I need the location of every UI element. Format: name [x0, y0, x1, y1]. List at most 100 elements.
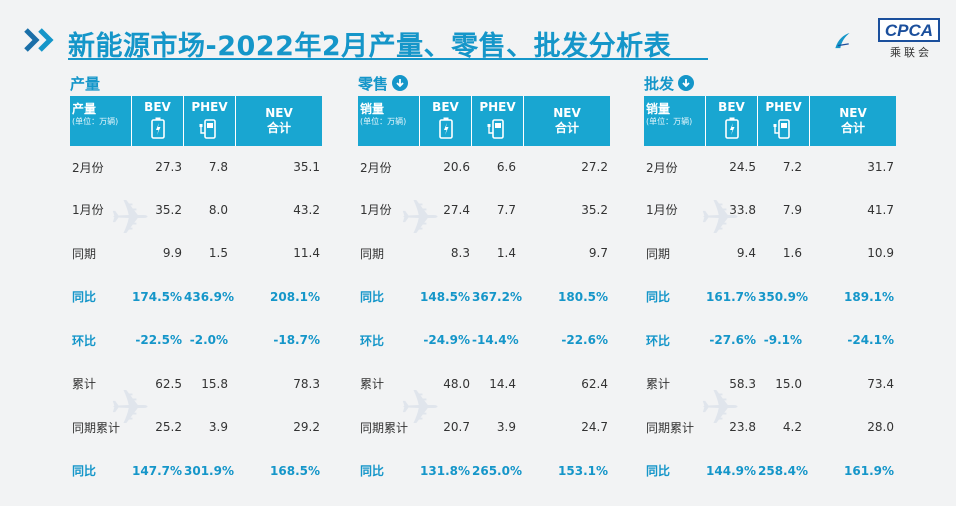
watermark: ✈	[400, 380, 441, 436]
table-row: 同期 9.4 1.6 10.9	[644, 232, 896, 276]
header-phev: PHEV	[758, 96, 810, 146]
row-label: 环比	[646, 333, 671, 348]
watermark: ✈	[700, 190, 741, 246]
cell-nev: 78.3	[293, 376, 320, 391]
cell-nev: 180.5%	[558, 289, 608, 304]
table-row: 同期 9.9 1.5 11.4	[70, 232, 322, 276]
header-metric-cell: 产量 (单位：万辆)	[70, 96, 132, 146]
row-label: 同期累计	[646, 420, 695, 435]
cell-nev: 35.2	[581, 202, 608, 217]
section-title-text: 批发	[644, 74, 675, 93]
row-label: 同期	[72, 246, 97, 261]
cell-nev: 35.1	[293, 160, 320, 174]
header-bev-label: BEV	[144, 100, 171, 114]
row-label: 同期	[646, 246, 671, 261]
battery-icon	[150, 117, 165, 139]
row-label: 同比	[72, 290, 97, 305]
cell-phev: 14.4	[489, 376, 516, 391]
double-chevron-icon	[24, 28, 54, 52]
cell-nev: 189.1%	[844, 289, 894, 304]
row-label: 1月份	[72, 203, 104, 218]
header-metric-cell: 销量 (单位：万辆)	[644, 96, 706, 146]
header-nev: NEV 合计	[524, 96, 610, 146]
plug-charger-icon	[199, 119, 216, 139]
cell-bev: 8.3	[450, 246, 470, 261]
table-row: 同期累计 20.7 3.9 24.7	[358, 406, 610, 450]
cell-phev: -9.1%	[763, 333, 802, 348]
cell-phev: 1.6	[782, 246, 802, 261]
table-row: 1月份 35.2 8.0 43.2	[70, 188, 322, 232]
row-label: 同期累计	[360, 420, 409, 435]
cell-phev: 265.0%	[472, 463, 522, 478]
cell-nev: 24.7	[581, 420, 608, 435]
watermark: ✈	[700, 380, 741, 436]
table-row: 累计 62.5 15.8 78.3	[70, 362, 322, 406]
cell-nev: 208.1%	[270, 289, 320, 304]
header-phev: PHEV	[472, 96, 524, 146]
section-2: 批发 销量 (单位：万辆) BEV PHEV NEV 合计 2月份 24.5 7.2 31.7 1月份…	[644, 72, 896, 493]
table-header: 销量 (单位：万辆) BEV PHEV NEV 合计	[644, 96, 896, 146]
cell-nev: -18.7%	[273, 333, 320, 348]
table-row: 同期 8.3 1.4 9.7	[358, 232, 610, 276]
table-row: 2月份 20.6 6.6 27.2	[358, 146, 610, 188]
cell-phev: 8.0	[208, 202, 228, 217]
cell-bev: 24.5	[729, 160, 756, 174]
cell-bev: 48.0	[443, 376, 470, 391]
section-1: 零售 销量 (单位：万辆) BEV PHEV NEV 合计 2月份 20.6 6.6 27.2 1月份…	[358, 72, 610, 493]
cell-phev: 1.4	[496, 246, 516, 261]
row-label: 同比	[72, 464, 97, 479]
logo-subtitle: 乘联会	[890, 46, 932, 59]
table-row: 环比 -22.5% -2.0% -18.7%	[70, 319, 322, 363]
cell-phev: 350.9%	[758, 289, 808, 304]
cell-bev: 9.9	[162, 246, 182, 261]
row-label: 同比	[360, 290, 385, 305]
header-nev-sub: 合计	[840, 121, 865, 135]
cell-nev: 11.4	[293, 246, 320, 261]
cell-phev: 7.2	[782, 160, 802, 174]
table-row: 同比 147.7% 301.9% 168.5%	[70, 449, 322, 493]
header-nev: NEV 合计	[236, 96, 322, 146]
page-title: 新能源市场-2022年2月产量、零售、批发分析表	[68, 31, 672, 62]
cell-bev: 174.5%	[132, 289, 182, 304]
cell-nev: 27.2	[581, 160, 608, 174]
cell-nev: -22.6%	[561, 333, 608, 348]
plug-charger-icon	[773, 119, 790, 139]
cell-phev: 1.5	[208, 246, 228, 261]
cell-bev: -22.5%	[135, 333, 182, 348]
table-row: 累计 58.3 15.0 73.4	[644, 362, 896, 406]
section-0: 产量 产量 (单位：万辆) BEV PHEV NEV 合计 2月份 27.3 7.8 35.1 1月份…	[70, 72, 322, 493]
table-row: 同比 148.5% 367.2% 180.5%	[358, 275, 610, 319]
section-title-text: 产量	[70, 74, 101, 93]
cell-bev: 148.5%	[420, 289, 470, 304]
cell-nev: -24.1%	[847, 333, 894, 348]
cell-bev: -24.9%	[423, 333, 470, 348]
cell-bev: 23.8	[729, 420, 756, 435]
plug-charger-icon	[487, 119, 504, 139]
watermark: ✈	[110, 380, 151, 436]
row-label: 1月份	[360, 203, 392, 218]
cell-bev: 25.2	[155, 420, 182, 435]
table-row: 同比 161.7% 350.9% 189.1%	[644, 275, 896, 319]
cell-bev: 20.6	[443, 160, 470, 174]
table-row: 环比 -24.9% -14.4% -22.6%	[358, 319, 610, 363]
table-row: 2月份 24.5 7.2 31.7	[644, 146, 896, 188]
cell-phev: 15.0	[775, 376, 802, 391]
header-phev-label: PHEV	[191, 100, 228, 114]
cell-phev: 15.8	[201, 376, 228, 391]
header-metric: 产量	[72, 102, 97, 116]
table-row: 2月份 27.3 7.8 35.1	[70, 146, 322, 188]
cell-phev: 367.2%	[472, 289, 522, 304]
section-title: 产量	[70, 72, 322, 94]
cell-phev: 258.4%	[758, 463, 808, 478]
header-bev: BEV	[420, 96, 472, 146]
row-label: 累计	[72, 377, 97, 392]
header-nev-label: NEV	[553, 106, 581, 120]
cell-bev: 33.8	[729, 202, 756, 217]
cell-nev: 73.4	[867, 376, 894, 391]
section-title: 批发	[644, 72, 896, 94]
cell-nev: 168.5%	[270, 463, 320, 478]
table-header: 销量 (单位：万辆) BEV PHEV NEV 合计	[358, 96, 610, 146]
cell-bev: 62.5	[155, 376, 182, 391]
row-label: 同期	[360, 246, 385, 261]
table-row: 同比 174.5% 436.9% 208.1%	[70, 275, 322, 319]
